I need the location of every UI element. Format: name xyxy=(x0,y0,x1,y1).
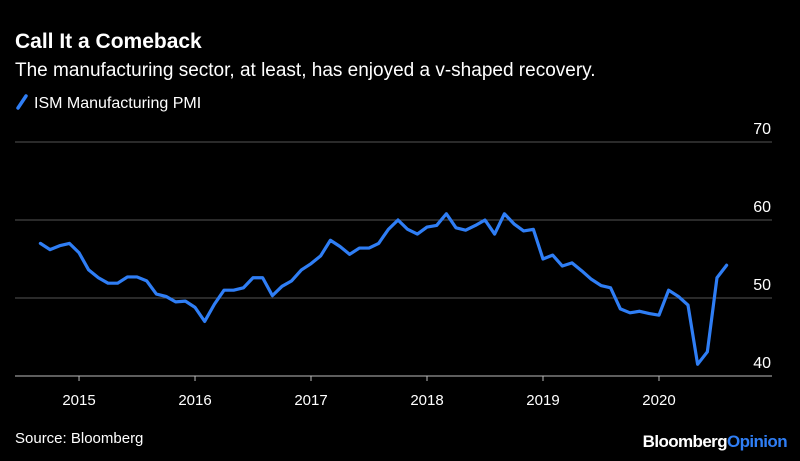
x-tick-label: 2015 xyxy=(62,392,95,409)
logo-brand: Bloomberg xyxy=(643,432,728,451)
source: Source: Bloomberg xyxy=(15,430,143,447)
logo: BloombergOpinion xyxy=(643,432,788,451)
legend-swatch xyxy=(16,94,28,110)
y-tick-label: 60 xyxy=(753,199,771,216)
y-tick-label: 70 xyxy=(753,121,771,138)
y-tick-label: 40 xyxy=(753,355,771,372)
y-tick-label: 50 xyxy=(753,277,771,294)
x-tick-label: 2020 xyxy=(642,392,675,409)
x-tick-label: 2018 xyxy=(410,392,443,409)
x-tick-label: 2019 xyxy=(526,392,559,409)
logo-suffix: Opinion xyxy=(727,432,787,451)
legend-label: ISM Manufacturing PMI xyxy=(34,95,201,112)
x-tick-label: 2017 xyxy=(294,392,327,409)
chart-subtitle: The manufacturing sector, at least, has … xyxy=(15,60,596,81)
x-tick-label: 2016 xyxy=(178,392,211,409)
line-series xyxy=(38,212,729,366)
chart-title: Call It a Comeback xyxy=(15,30,202,53)
